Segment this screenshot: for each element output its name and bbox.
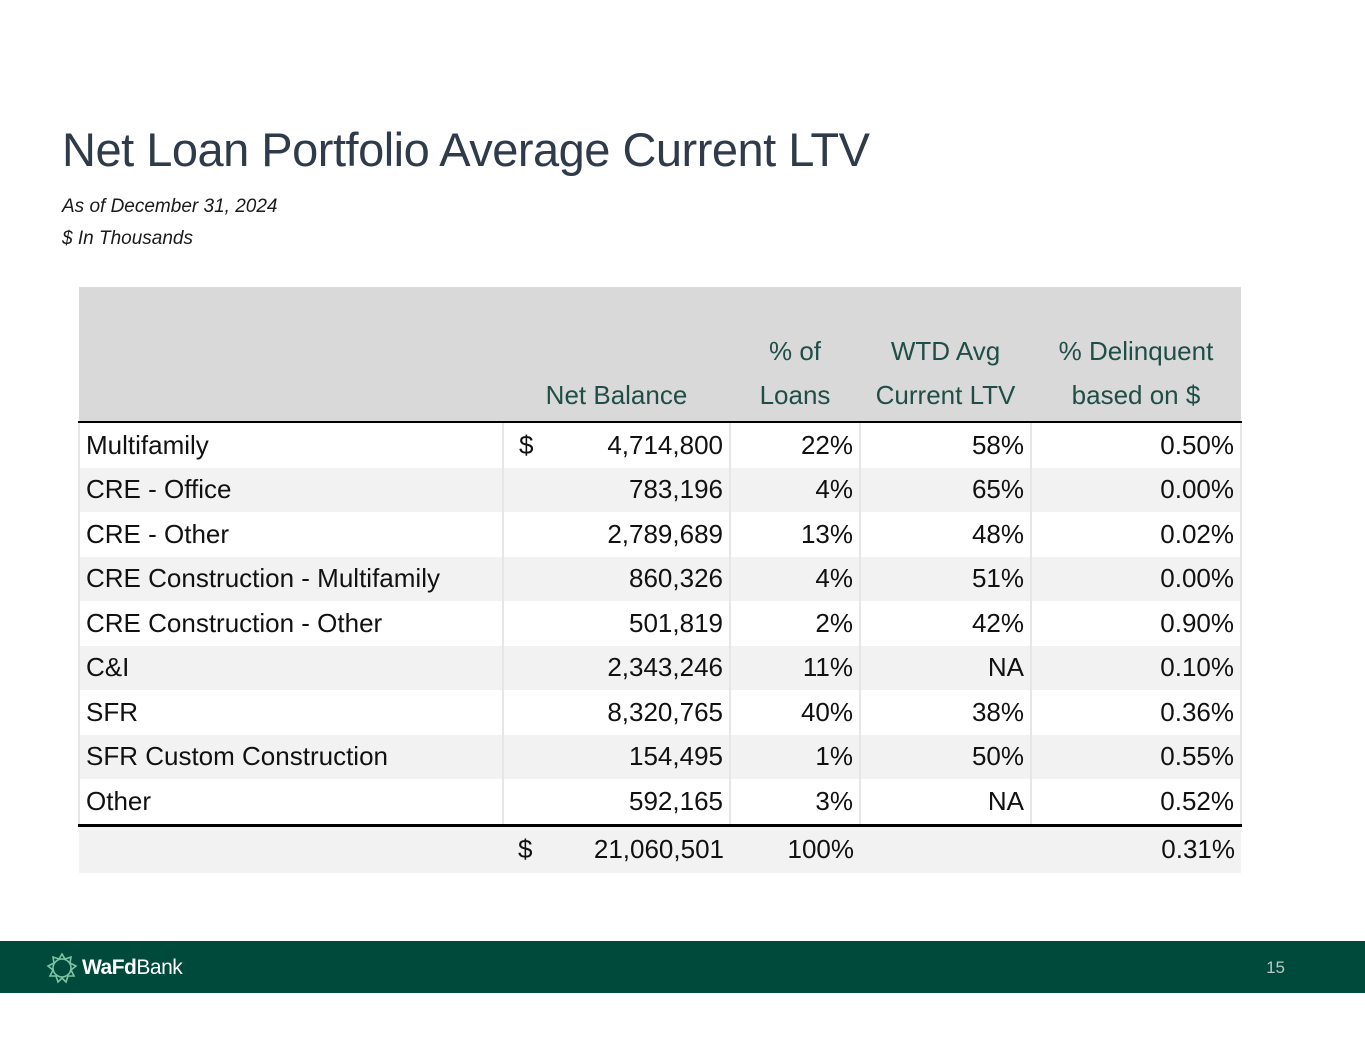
table-header-row: Net Balance % of Loans WTD Avg Current LTV… [79,287,1241,423]
row-net-balance: 2,789,689 [503,512,731,557]
row-pct-loans: 40% [730,690,861,735]
row-pct-loans: 4% [730,556,861,601]
row-category: Other [78,779,504,825]
row-wtd-avg-ltv: 48% [860,512,1032,557]
total-pct-delinquent: 0.31% [1031,823,1241,873]
table-row: Multifamily $4,714,800 22% 58% 0.50% [78,422,1242,468]
total-pct-loans: 100% [730,823,860,873]
row-wtd-avg-ltv: 51% [860,556,1032,601]
row-category: Multifamily [78,422,504,468]
row-wtd-avg-ltv: NA [860,779,1032,825]
total-row: $21,060,501 100% 0.31% [79,823,1241,873]
date-note: As of December 31, 2024 [62,196,278,217]
row-pct-delinquent: 0.55% [1031,734,1242,779]
table-row: CRE Construction - Other 501,819 2% 42% … [78,601,1242,646]
wafd-emblem-icon [46,952,78,984]
row-pct-delinquent: 0.00% [1031,467,1242,512]
row-category: C&I [78,645,504,690]
table-row: CRE - Office 783,196 4% 65% 0.00% [78,467,1242,512]
footer-bar: WaFdBank 15 [0,941,1365,993]
row-category: CRE - Other [78,512,504,557]
row-pct-loans: 3% [730,779,861,825]
row-wtd-avg-ltv: 58% [860,422,1032,468]
row-wtd-avg-ltv: 65% [860,467,1032,512]
row-category: CRE Construction - Multifamily [78,556,504,601]
row-pct-delinquent: 0.00% [1031,556,1242,601]
row-pct-loans: 11% [730,645,861,690]
row-wtd-avg-ltv: 38% [860,690,1032,735]
total-label [79,823,503,873]
row-category: CRE Construction - Other [78,601,504,646]
row-category: SFR [78,690,504,735]
logo-text: WaFdBank [82,956,183,979]
row-category: CRE - Office [78,467,504,512]
header-pct-delinquent: % Delinquent based on $ [1031,287,1241,423]
wafd-logo: WaFdBank [46,952,183,984]
table-row: Other 592,165 3% NA 0.52% [78,779,1242,825]
table-row: CRE - Other 2,789,689 13% 48% 0.02% [78,512,1242,557]
row-net-balance: 2,343,246 [503,645,731,690]
table-row: CRE Construction - Multifamily 860,326 4… [78,556,1242,601]
table-row: C&I 2,343,246 11% NA 0.10% [78,645,1242,690]
header-wtd-avg-ltv: WTD Avg Current LTV [860,287,1031,423]
table-row: SFR Custom Construction 154,495 1% 50% 0… [78,734,1242,779]
row-wtd-avg-ltv: 50% [860,734,1032,779]
row-pct-delinquent: 0.52% [1031,779,1242,825]
row-pct-delinquent: 0.10% [1031,645,1242,690]
loan-portfolio-table: Net Balance % of Loans WTD Avg Current LTV… [78,287,1242,873]
page-title: Net Loan Portfolio Average Current LTV [62,123,870,176]
row-net-balance: 8,320,765 [503,690,731,735]
row-net-balance: $4,714,800 [503,422,731,468]
row-wtd-avg-ltv: 42% [860,601,1032,646]
row-wtd-avg-ltv: NA [860,645,1032,690]
total-wtd-avg-ltv [860,823,1031,873]
row-pct-loans: 1% [730,734,861,779]
units-note: $ In Thousands [62,228,193,249]
table-row: SFR 8,320,765 40% 38% 0.36% [78,690,1242,735]
row-net-balance: 860,326 [503,556,731,601]
page-number: 15 [1266,958,1285,977]
row-pct-loans: 2% [730,601,861,646]
row-pct-delinquent: 0.36% [1031,690,1242,735]
row-net-balance: 783,196 [503,467,731,512]
row-pct-loans: 4% [730,467,861,512]
row-category: SFR Custom Construction [78,734,504,779]
row-pct-delinquent: 0.90% [1031,601,1242,646]
row-pct-loans: 13% [730,512,861,557]
row-net-balance: 154,495 [503,734,731,779]
total-net-balance: $21,060,501 [503,823,730,873]
row-pct-loans: 22% [730,422,861,468]
row-pct-delinquent: 0.02% [1031,512,1242,557]
row-net-balance: 501,819 [503,601,731,646]
header-pct-loans: % of Loans [730,287,860,423]
row-net-balance: 592,165 [503,779,731,825]
header-net-balance: Net Balance [503,287,730,423]
header-category [79,287,503,423]
row-pct-delinquent: 0.50% [1031,422,1242,468]
